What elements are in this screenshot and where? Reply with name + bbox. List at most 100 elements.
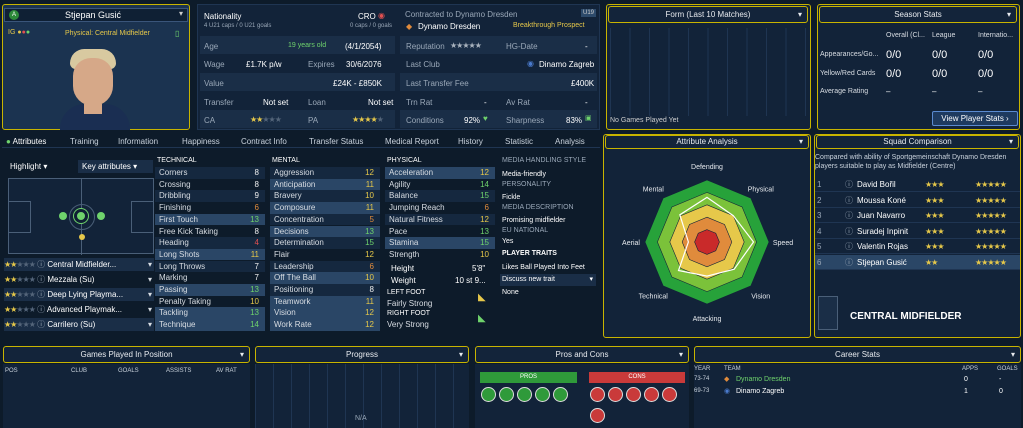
squad-row[interactable]: 5 ⓘ Valentin Rojas ★★★ ★★★★★ xyxy=(815,239,1020,254)
tab-medical-report[interactable]: Medical Report xyxy=(385,137,439,146)
radar-label: Vision xyxy=(751,294,770,301)
squad-row[interactable]: 3 ⓘ Juan Navarro ★★★ ★★★★★ xyxy=(815,208,1020,223)
attribute-row[interactable]: Teamwork 11 xyxy=(270,295,380,308)
analysis-title[interactable]: Attribute Analysis ▾ xyxy=(605,135,809,149)
attribute-row[interactable]: Anticipation 11 xyxy=(270,178,380,191)
avrat-label: Av Rat xyxy=(506,98,530,107)
attribute-row[interactable]: Free Kick Taking 8 xyxy=(155,226,265,238)
club-name[interactable]: Dynamo Dresden xyxy=(418,22,481,31)
attribute-row[interactable]: Dribbling 9 xyxy=(155,190,265,202)
squad-row[interactable]: 1 ⓘ David Bořil ★★★ ★★★★★ xyxy=(815,177,1020,192)
attribute-row[interactable]: Penalty Taking 10 xyxy=(155,296,265,308)
view-player-stats-button[interactable]: View Player Stats › xyxy=(932,111,1018,126)
season-val: – xyxy=(978,87,983,96)
attribute-name: Balance xyxy=(389,191,418,201)
attribute-row[interactable]: Flair 12 xyxy=(270,249,380,261)
attribute-row[interactable]: Tackling 13 xyxy=(155,307,265,319)
player-photo xyxy=(60,44,130,130)
squad-rank: 3 xyxy=(817,211,822,220)
career-team[interactable]: Dinamo Zagreb xyxy=(736,388,785,395)
attribute-row[interactable]: Long Shots 11 xyxy=(155,248,265,261)
role-row[interactable]: ★★★★★ ⓘ Mezzala (Su) ▾ xyxy=(4,275,152,284)
attribute-value: 11 xyxy=(365,203,374,213)
radar-label: Technical xyxy=(639,294,669,301)
attribute-name: Stamina xyxy=(389,238,419,248)
highlight-dropdown[interactable]: Highlight ▾ xyxy=(10,162,48,171)
role-row[interactable]: ★★★★★ ⓘ Central Midfielder... ▾ xyxy=(4,258,154,271)
attribute-row[interactable]: Finishing 6 xyxy=(155,202,265,214)
attribute-row[interactable]: Passing 13 xyxy=(155,284,265,296)
role-row[interactable]: ★★★★★ ⓘ Advanced Playmak... ▾ xyxy=(4,305,152,314)
tab-attributes[interactable]: ● Attributes xyxy=(6,137,47,146)
tab-statistic[interactable]: Statistic xyxy=(505,137,534,146)
role-row[interactable]: ★★★★★ ⓘ Carrilero (Su) ▾ xyxy=(4,318,154,331)
tab-contract-info[interactable]: Contract Info xyxy=(241,137,287,146)
squad-row[interactable]: 2 ⓘ Moussa Koné ★★★ ★★★★★ xyxy=(815,193,1020,208)
attribute-row[interactable]: Crossing 8 xyxy=(155,179,265,191)
season-val: – xyxy=(932,87,937,96)
chevron-down-icon: ▾ xyxy=(1008,137,1013,146)
attribute-row[interactable]: Strength 10 xyxy=(385,249,495,261)
player-name-bar[interactable]: A Stjepan Gusić ▾ xyxy=(4,8,188,22)
attribute-row[interactable]: Positioning 8 xyxy=(270,284,380,296)
attribute-row[interactable]: Work Rate 12 xyxy=(270,319,380,331)
attribute-name: Anticipation xyxy=(274,179,316,189)
attribute-row[interactable]: Determination 15 xyxy=(270,237,380,249)
tab-history[interactable]: History xyxy=(458,137,483,146)
chevron-down-icon[interactable]: ▾ xyxy=(178,9,183,18)
attribute-row[interactable]: Acceleration 12 xyxy=(385,167,495,179)
proscons-title[interactable]: Pros and Cons ▾ xyxy=(475,346,689,363)
attribute-row[interactable]: Long Throws 7 xyxy=(155,260,265,273)
role-row[interactable]: ★★★★★ ⓘ Deep Lying Playma... ▾ xyxy=(4,288,154,301)
attribute-row[interactable]: Stamina 15 xyxy=(385,237,495,249)
career-team[interactable]: Dynamo Dresden xyxy=(736,376,791,383)
squad-row[interactable]: 4 ⓘ Suradej Inpinit ★★★ ★★★★★ xyxy=(815,224,1020,239)
attribute-row[interactable]: Heading 4 xyxy=(155,237,265,249)
technical-list: Corners 8 Crossing 8 Dribbling 9 Finishing 6 Fir… xyxy=(155,167,265,332)
notes-icon[interactable]: ▯ xyxy=(175,29,180,38)
tab-analysis[interactable]: Analysis xyxy=(555,137,585,146)
attribute-row[interactable]: Leadership 6 xyxy=(270,260,380,273)
squad-row[interactable]: 6 ⓘ Stjepan Gusić ★★ ★★★★★ xyxy=(815,254,1020,270)
attribute-row[interactable]: Off The Ball 10 xyxy=(270,272,380,284)
attribute-value: 4 xyxy=(254,238,259,248)
attribute-row[interactable]: Composure 11 xyxy=(270,202,380,214)
sharpness-icon: ▣ xyxy=(585,115,592,122)
age-label: Age xyxy=(204,42,219,51)
wage-label: Wage xyxy=(204,60,225,69)
attribute-row[interactable]: Natural Fitness 12 xyxy=(385,213,495,226)
attribute-row[interactable]: Decisions 13 xyxy=(270,225,380,237)
games-title[interactable]: Games Played In Position ▾ xyxy=(3,346,250,363)
lastclub[interactable]: Dinamo Zagreb xyxy=(539,60,595,69)
attribute-row[interactable]: Corners 8 xyxy=(155,167,265,179)
season-title[interactable]: Season Stats ▾ xyxy=(819,6,1017,23)
tab-happiness[interactable]: Happiness xyxy=(182,137,220,146)
form-title[interactable]: Form (Last 10 Matches) ▾ xyxy=(608,6,808,23)
transferfee-label: Last Transfer Fee xyxy=(406,79,469,88)
attribute-row[interactable]: Aggression 12 xyxy=(270,167,380,179)
attribute-row[interactable]: Concentration 5 xyxy=(270,213,380,226)
attribute-row[interactable]: Bravery 10 xyxy=(270,190,380,202)
flag-icon: ◉ xyxy=(378,11,385,20)
attribute-row[interactable]: Marking 7 xyxy=(155,272,265,284)
attribute-row[interactable]: Vision 12 xyxy=(270,307,380,319)
season-col-2: League xyxy=(932,32,956,39)
form-grid xyxy=(610,28,806,116)
career-title[interactable]: Career Stats ▾ xyxy=(694,346,1021,363)
key-attributes-dropdown[interactable]: Key attributes ▾ xyxy=(78,160,153,173)
progress-title[interactable]: Progress ▾ xyxy=(255,346,469,363)
career-year: 73-74 xyxy=(694,376,710,382)
squad-title[interactable]: Squad Comparison ▾ xyxy=(816,135,1019,149)
tab-information[interactable]: Information xyxy=(118,137,159,146)
attribute-row[interactable]: Jumping Reach 6 xyxy=(385,202,495,214)
attribute-row[interactable]: Agility 14 xyxy=(385,179,495,191)
trait-icon xyxy=(590,408,605,423)
tab-transfer-status[interactable]: Transfer Status xyxy=(309,137,364,146)
tab-training[interactable]: Training xyxy=(70,137,99,146)
attribute-row[interactable]: Technique 14 xyxy=(155,319,265,331)
attribute-row[interactable]: First Touch 13 xyxy=(155,213,265,226)
squad-player: Stjepan Gusić xyxy=(857,257,907,267)
discuss-trait-dropdown[interactable]: Discuss new trait ▾ xyxy=(500,274,596,286)
attribute-row[interactable]: Pace 13 xyxy=(385,226,495,238)
attribute-row[interactable]: Balance 15 xyxy=(385,190,495,202)
